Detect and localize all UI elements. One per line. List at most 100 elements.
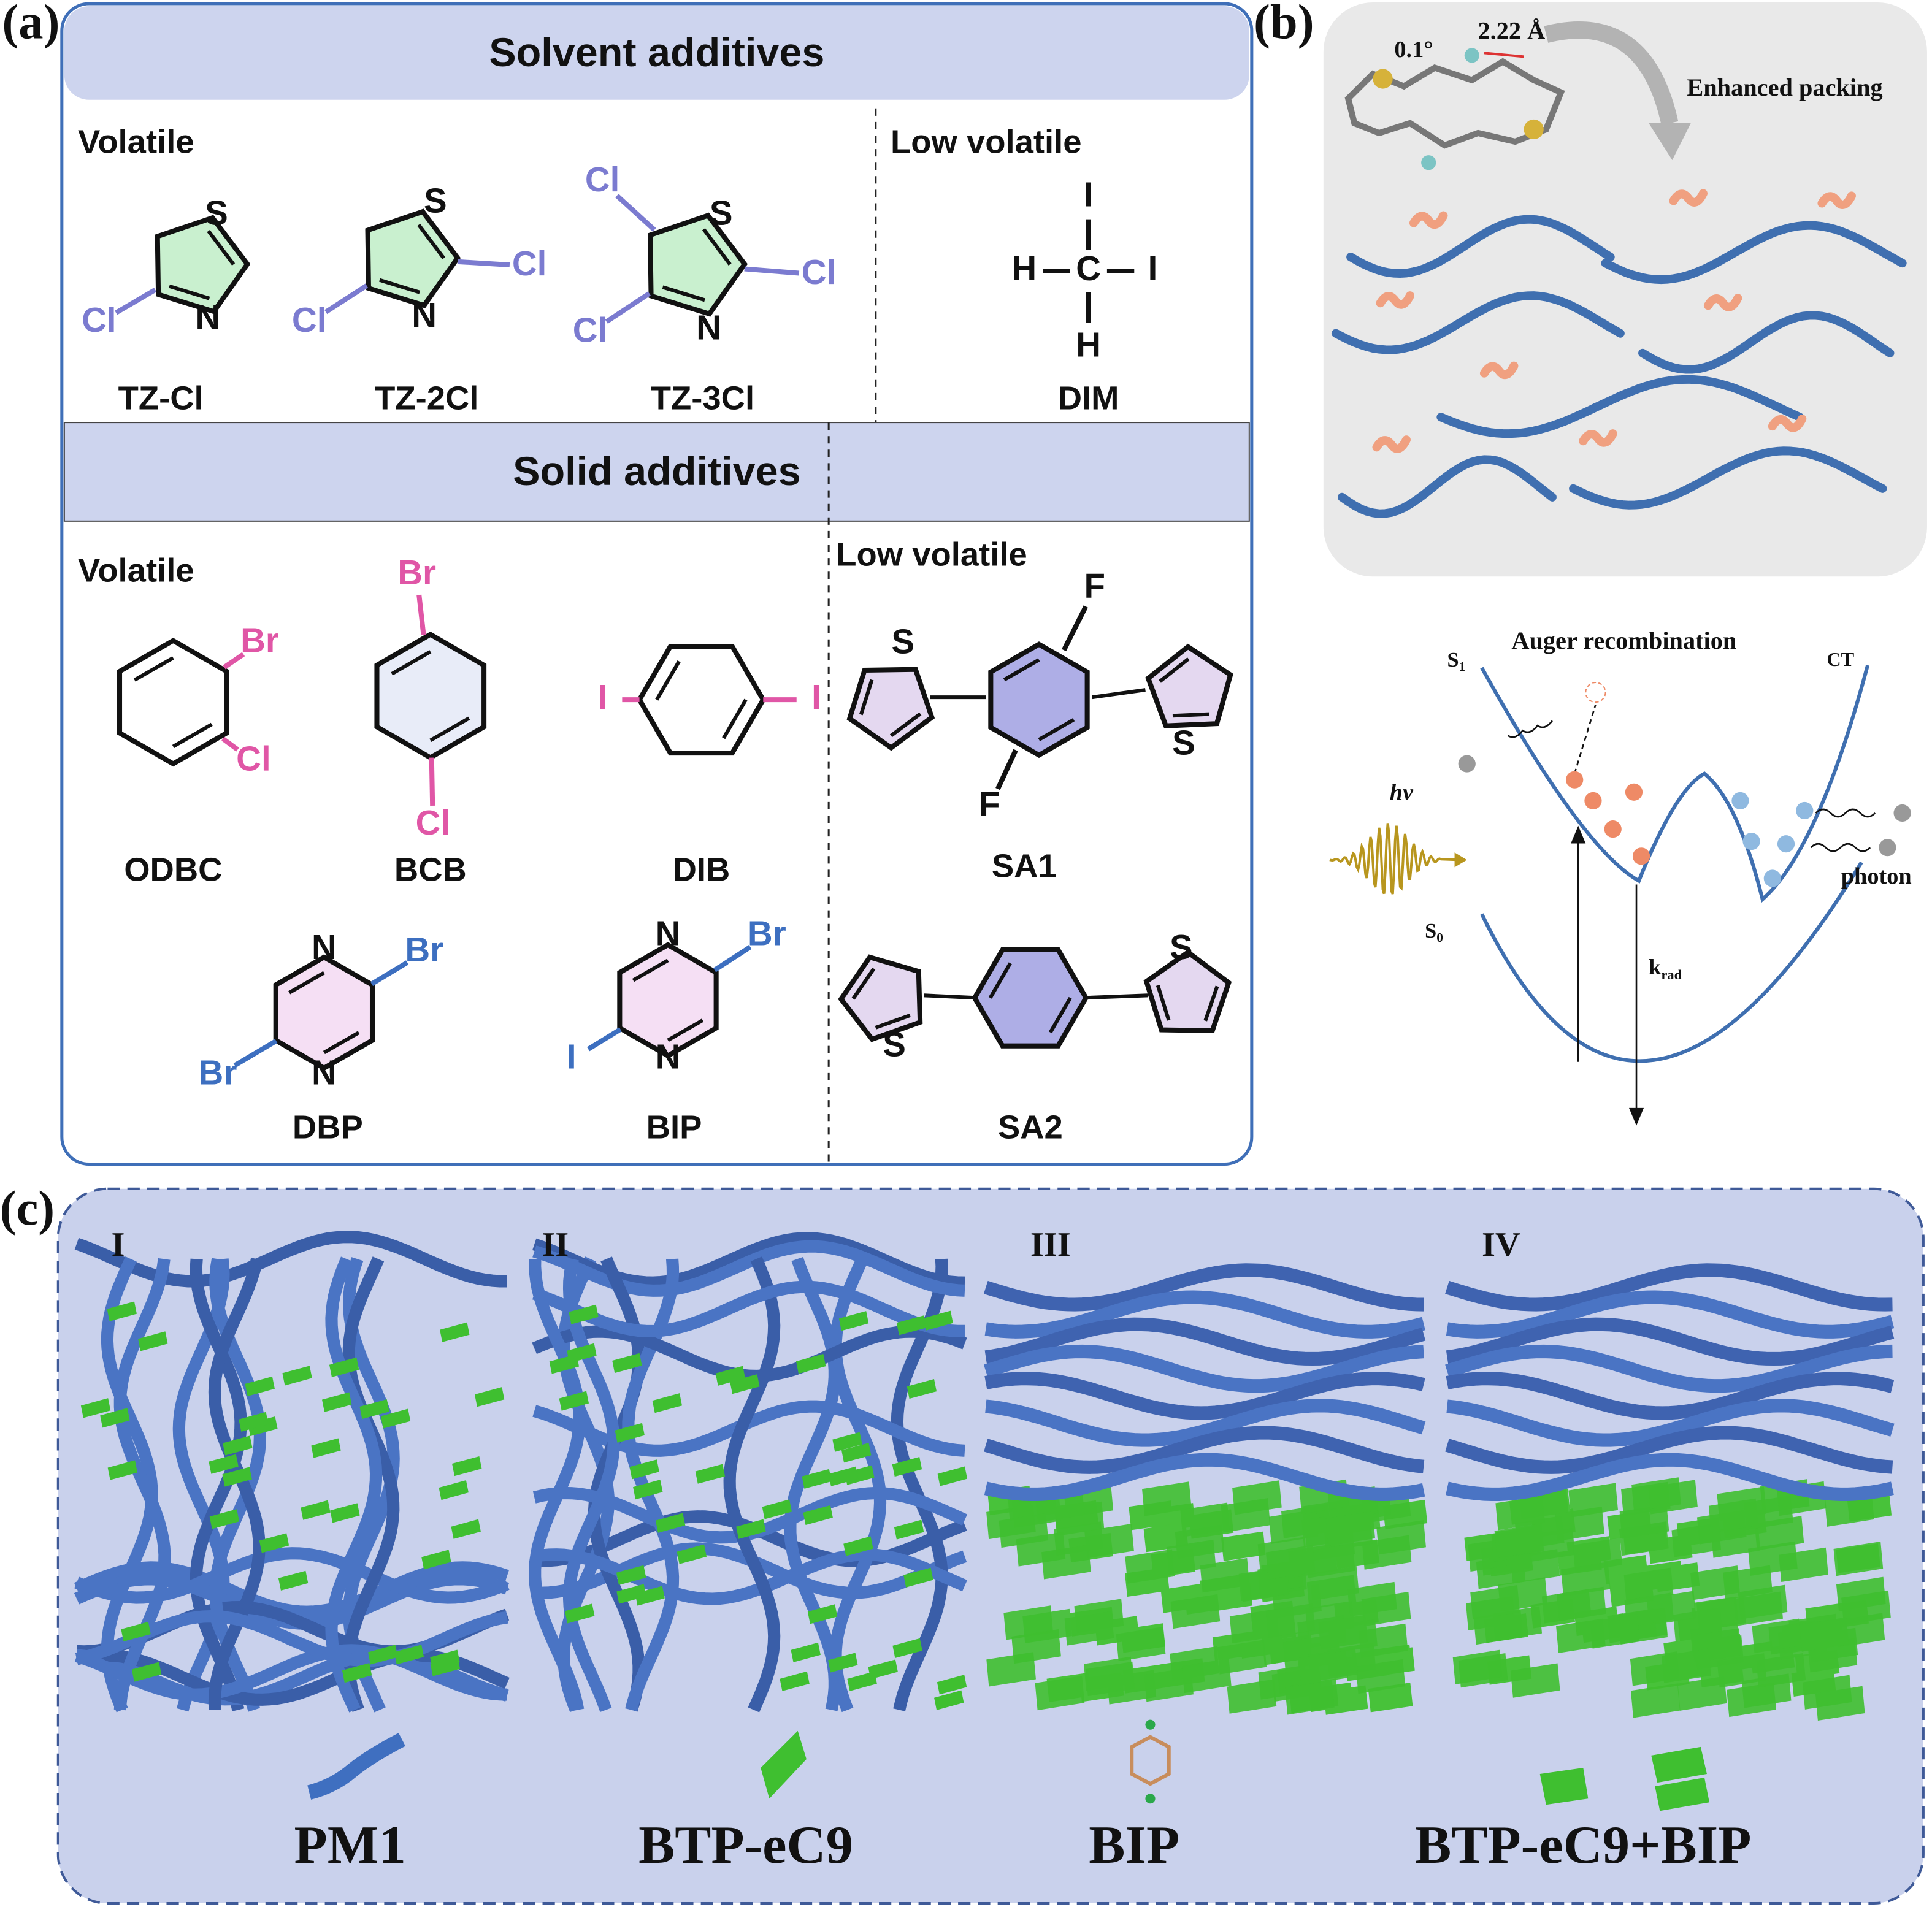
acceptor [1085, 1661, 1135, 1697]
atom-label: I [597, 678, 607, 716]
atom-label: N [656, 1038, 681, 1076]
acceptor [209, 1509, 240, 1529]
acceptor [569, 1304, 599, 1324]
atom-label: I [811, 678, 821, 716]
state-s1: S1 [1447, 649, 1465, 674]
atom-label: Cl [236, 739, 270, 778]
panel-index: II [542, 1226, 569, 1264]
atom-label: Br [397, 553, 436, 592]
atom-label: N [312, 1053, 337, 1092]
ring-double-bond [1159, 657, 1190, 683]
bond [605, 291, 651, 324]
acceptor [1170, 1594, 1221, 1629]
transition-arrows [1507, 704, 1876, 1126]
atom-label: I [1084, 175, 1094, 213]
acceptor [1573, 1537, 1622, 1573]
component-icons [307, 1719, 1710, 1811]
acceptor [1298, 1650, 1349, 1686]
ring-double-bond [667, 1018, 704, 1042]
acceptor [1318, 1615, 1368, 1650]
acceptor [1116, 1626, 1166, 1662]
acceptor [282, 1366, 312, 1386]
state-s1-main: S [1447, 649, 1459, 671]
acceptor [1717, 1653, 1767, 1688]
donor-chain [1446, 1372, 1895, 1420]
bond [587, 1027, 622, 1052]
donor-chain [985, 1399, 1426, 1447]
bond [233, 1039, 278, 1068]
molecule-name: TZ-Cl [118, 379, 204, 416]
krad-label-main: k [1649, 955, 1662, 979]
bond [115, 288, 157, 315]
acceptor [907, 1379, 937, 1399]
acceptor [1590, 1614, 1640, 1649]
acceptor [368, 1645, 398, 1665]
acceptor [278, 1570, 309, 1591]
additive [1703, 294, 1742, 311]
acceptor [803, 1505, 833, 1526]
donor-chain [533, 1548, 967, 1605]
atom-label: N [312, 928, 337, 966]
dim-bonds [1043, 219, 1135, 323]
acceptor [301, 1500, 331, 1520]
bond [995, 749, 1018, 790]
donor-chain [325, 1256, 383, 1713]
atom-label: N [656, 914, 681, 953]
acceptor [1347, 1581, 1397, 1617]
component-name: BTP-eC9 [638, 1815, 853, 1875]
acceptor [239, 1412, 269, 1432]
panel-label: (c) [0, 1181, 55, 1236]
ring-double-bond [207, 229, 236, 266]
acceptor [695, 1464, 726, 1484]
packing-arrow-head [1649, 123, 1691, 161]
ring-double-bond [323, 1031, 360, 1055]
component-name: BIP [1089, 1815, 1179, 1875]
state-s0: S0 [1425, 920, 1443, 945]
ring-double-bond [1203, 985, 1219, 1022]
acceptor [1217, 1640, 1267, 1675]
bond [1061, 605, 1088, 652]
chain [1331, 291, 1625, 354]
ring-double-bond [1003, 658, 1040, 682]
acceptor [1041, 1545, 1091, 1580]
krad-label-sub: rad [1661, 967, 1682, 982]
ring-double-bond [988, 962, 1012, 999]
atom-label: C [1076, 249, 1101, 288]
ring-double-bond [655, 660, 681, 701]
ring-double-bond [169, 284, 210, 300]
acceptor [322, 1392, 352, 1412]
acceptor [802, 1469, 832, 1489]
atom-label: S [883, 1025, 906, 1064]
atom-label: Cl [585, 160, 619, 199]
acceptor [736, 1519, 766, 1539]
atom-label: S [1170, 928, 1193, 966]
donor-chain [532, 1240, 965, 1297]
ring-double-bond [172, 722, 213, 749]
atom-label: I [567, 1038, 577, 1076]
chain [1601, 221, 1907, 285]
acceptor [394, 1645, 424, 1665]
acceptor [1756, 1653, 1806, 1688]
acceptor [1779, 1547, 1828, 1582]
molecule-name: TZ-3Cl [651, 379, 754, 416]
donor-chain [1446, 1453, 1894, 1502]
acceptor [1144, 1667, 1194, 1702]
ring-double-bond [662, 285, 705, 302]
acceptor [1084, 1524, 1134, 1559]
ring-double-bond [1172, 712, 1209, 718]
acceptor [1221, 1498, 1271, 1533]
acceptor [1305, 1543, 1355, 1578]
atom-label: Br [748, 914, 786, 953]
acceptor [903, 1567, 933, 1588]
atom-label: Cl [802, 253, 836, 291]
acceptor [838, 1311, 869, 1331]
group-label: Volatile [78, 123, 194, 160]
atom-label: H [1076, 326, 1101, 364]
acceptor [629, 1459, 659, 1480]
acceptor [1494, 1523, 1544, 1558]
acceptor [937, 1675, 967, 1695]
acceptor [652, 1393, 683, 1413]
acceptor [1833, 1541, 1884, 1576]
acceptor [439, 1480, 469, 1500]
